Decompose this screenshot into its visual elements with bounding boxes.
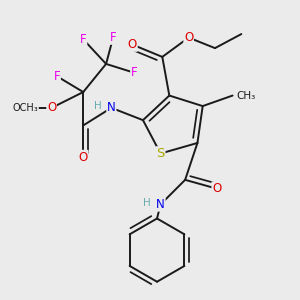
Text: O: O (79, 151, 88, 164)
Text: N: N (156, 198, 165, 211)
Text: F: F (131, 66, 137, 79)
Text: H: H (143, 198, 151, 208)
Text: F: F (80, 33, 87, 46)
Text: OCH₃: OCH₃ (12, 103, 38, 113)
Text: CH₃: CH₃ (236, 91, 255, 100)
Text: O: O (128, 38, 137, 51)
Text: O: O (184, 31, 193, 44)
Text: F: F (110, 31, 116, 44)
Text: H: H (94, 101, 102, 111)
Text: N: N (107, 101, 116, 114)
Text: O: O (212, 182, 221, 195)
Text: S: S (156, 147, 165, 160)
Text: F: F (54, 70, 60, 83)
Text: O: O (47, 101, 56, 114)
